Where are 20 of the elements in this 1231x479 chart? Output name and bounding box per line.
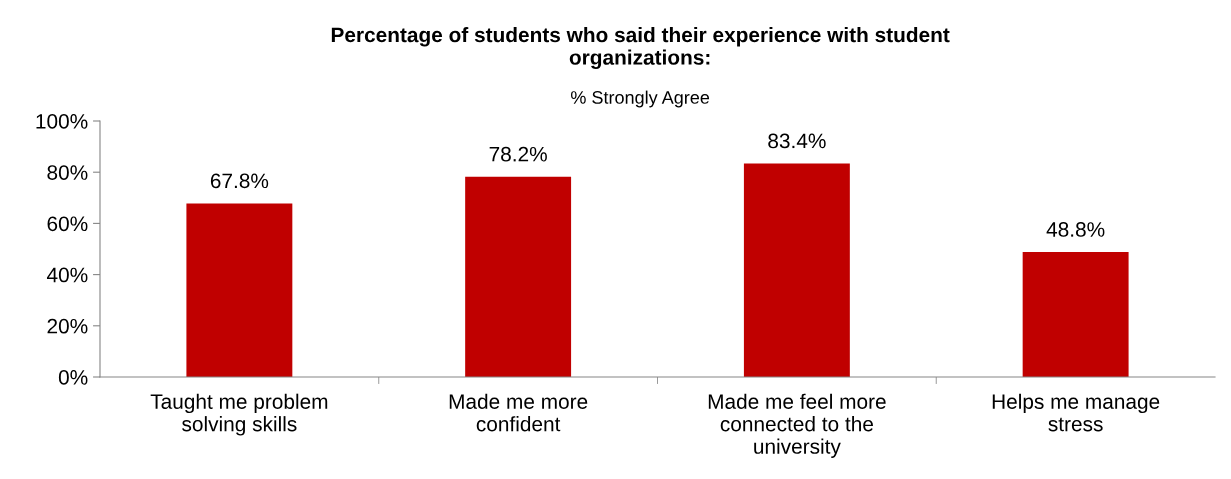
y-tick-label: 60%	[47, 216, 88, 232]
bar	[186, 203, 293, 377]
y-tick-label: 100%	[36, 114, 88, 129]
y-tick-label: 80%	[47, 165, 88, 180]
chart-title: Percentage of students who said their experience with student organizations:	[331, 26, 950, 70]
x-tick-label: Made me more confident	[449, 393, 588, 432]
x-tick-label: Taught me problem solving skills	[150, 393, 328, 436]
bar	[743, 163, 850, 377]
bar	[1022, 252, 1129, 377]
data-label: 67.8%	[210, 173, 269, 189]
y-tick-label: 40%	[46, 267, 88, 283]
y-tick-label: 0%	[58, 370, 88, 385]
data-label: 83.4%	[768, 133, 826, 149]
x-tick-label: Made me feel more connected to the university	[708, 393, 886, 458]
data-label: 78.2%	[489, 146, 547, 162]
y-tick-label: 20%	[47, 318, 88, 334]
x-tick-label: Helps me manage stress	[992, 393, 1160, 432]
data-label: 48.8%	[1046, 222, 1105, 237]
bar	[465, 176, 572, 377]
chart-subtitle: % Strongly Agree	[571, 90, 710, 108]
